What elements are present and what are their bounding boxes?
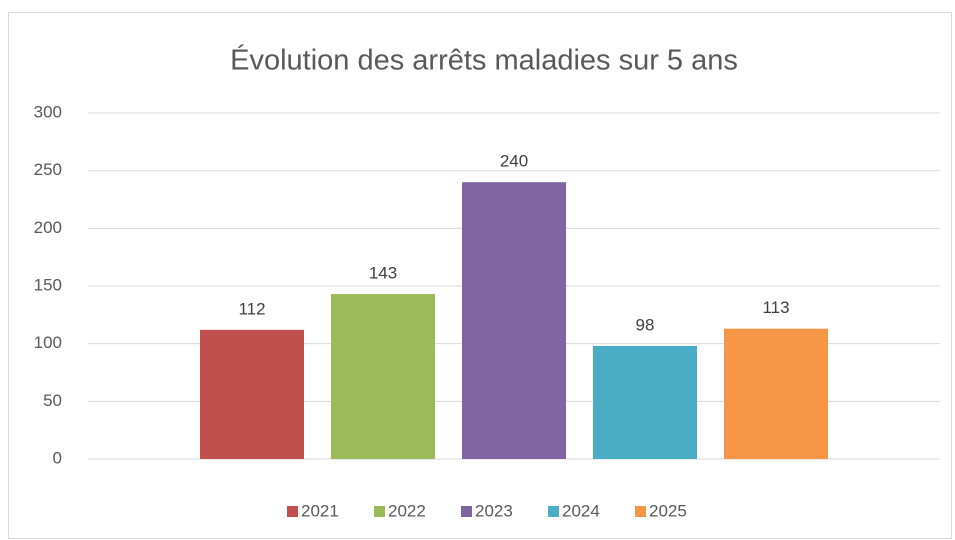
- data-label: 98: [636, 315, 655, 334]
- bar: [331, 294, 435, 459]
- legend-swatch: [287, 506, 298, 517]
- bar: [593, 345, 697, 459]
- y-tick-label: 50: [43, 391, 62, 410]
- bar: [200, 329, 304, 459]
- data-label: 240: [500, 152, 528, 171]
- legend-swatch: [635, 506, 646, 517]
- legend-swatch: [548, 506, 559, 517]
- y-tick-label: 0: [53, 448, 62, 467]
- y-tick-label: 150: [34, 275, 62, 294]
- legend-label: 2021: [301, 501, 339, 520]
- data-label: 112: [238, 299, 265, 318]
- bar: [724, 328, 828, 459]
- y-tick-label: 250: [34, 160, 62, 179]
- legend-swatch: [374, 506, 385, 517]
- legend-swatch: [461, 506, 472, 517]
- chart-title: Évolution des arrêts maladies sur 5 ans: [230, 44, 738, 77]
- y-tick-label: 200: [34, 218, 62, 237]
- legend-label: 2022: [388, 501, 426, 520]
- data-label: 113: [762, 298, 789, 317]
- legend-label: 2023: [475, 501, 513, 520]
- y-tick-label: 100: [34, 333, 62, 352]
- legend-label: 2025: [649, 501, 687, 520]
- bar: [462, 182, 566, 459]
- legend-label: 2024: [562, 501, 600, 520]
- y-tick-label: 300: [34, 102, 62, 121]
- data-label: 143: [369, 264, 397, 283]
